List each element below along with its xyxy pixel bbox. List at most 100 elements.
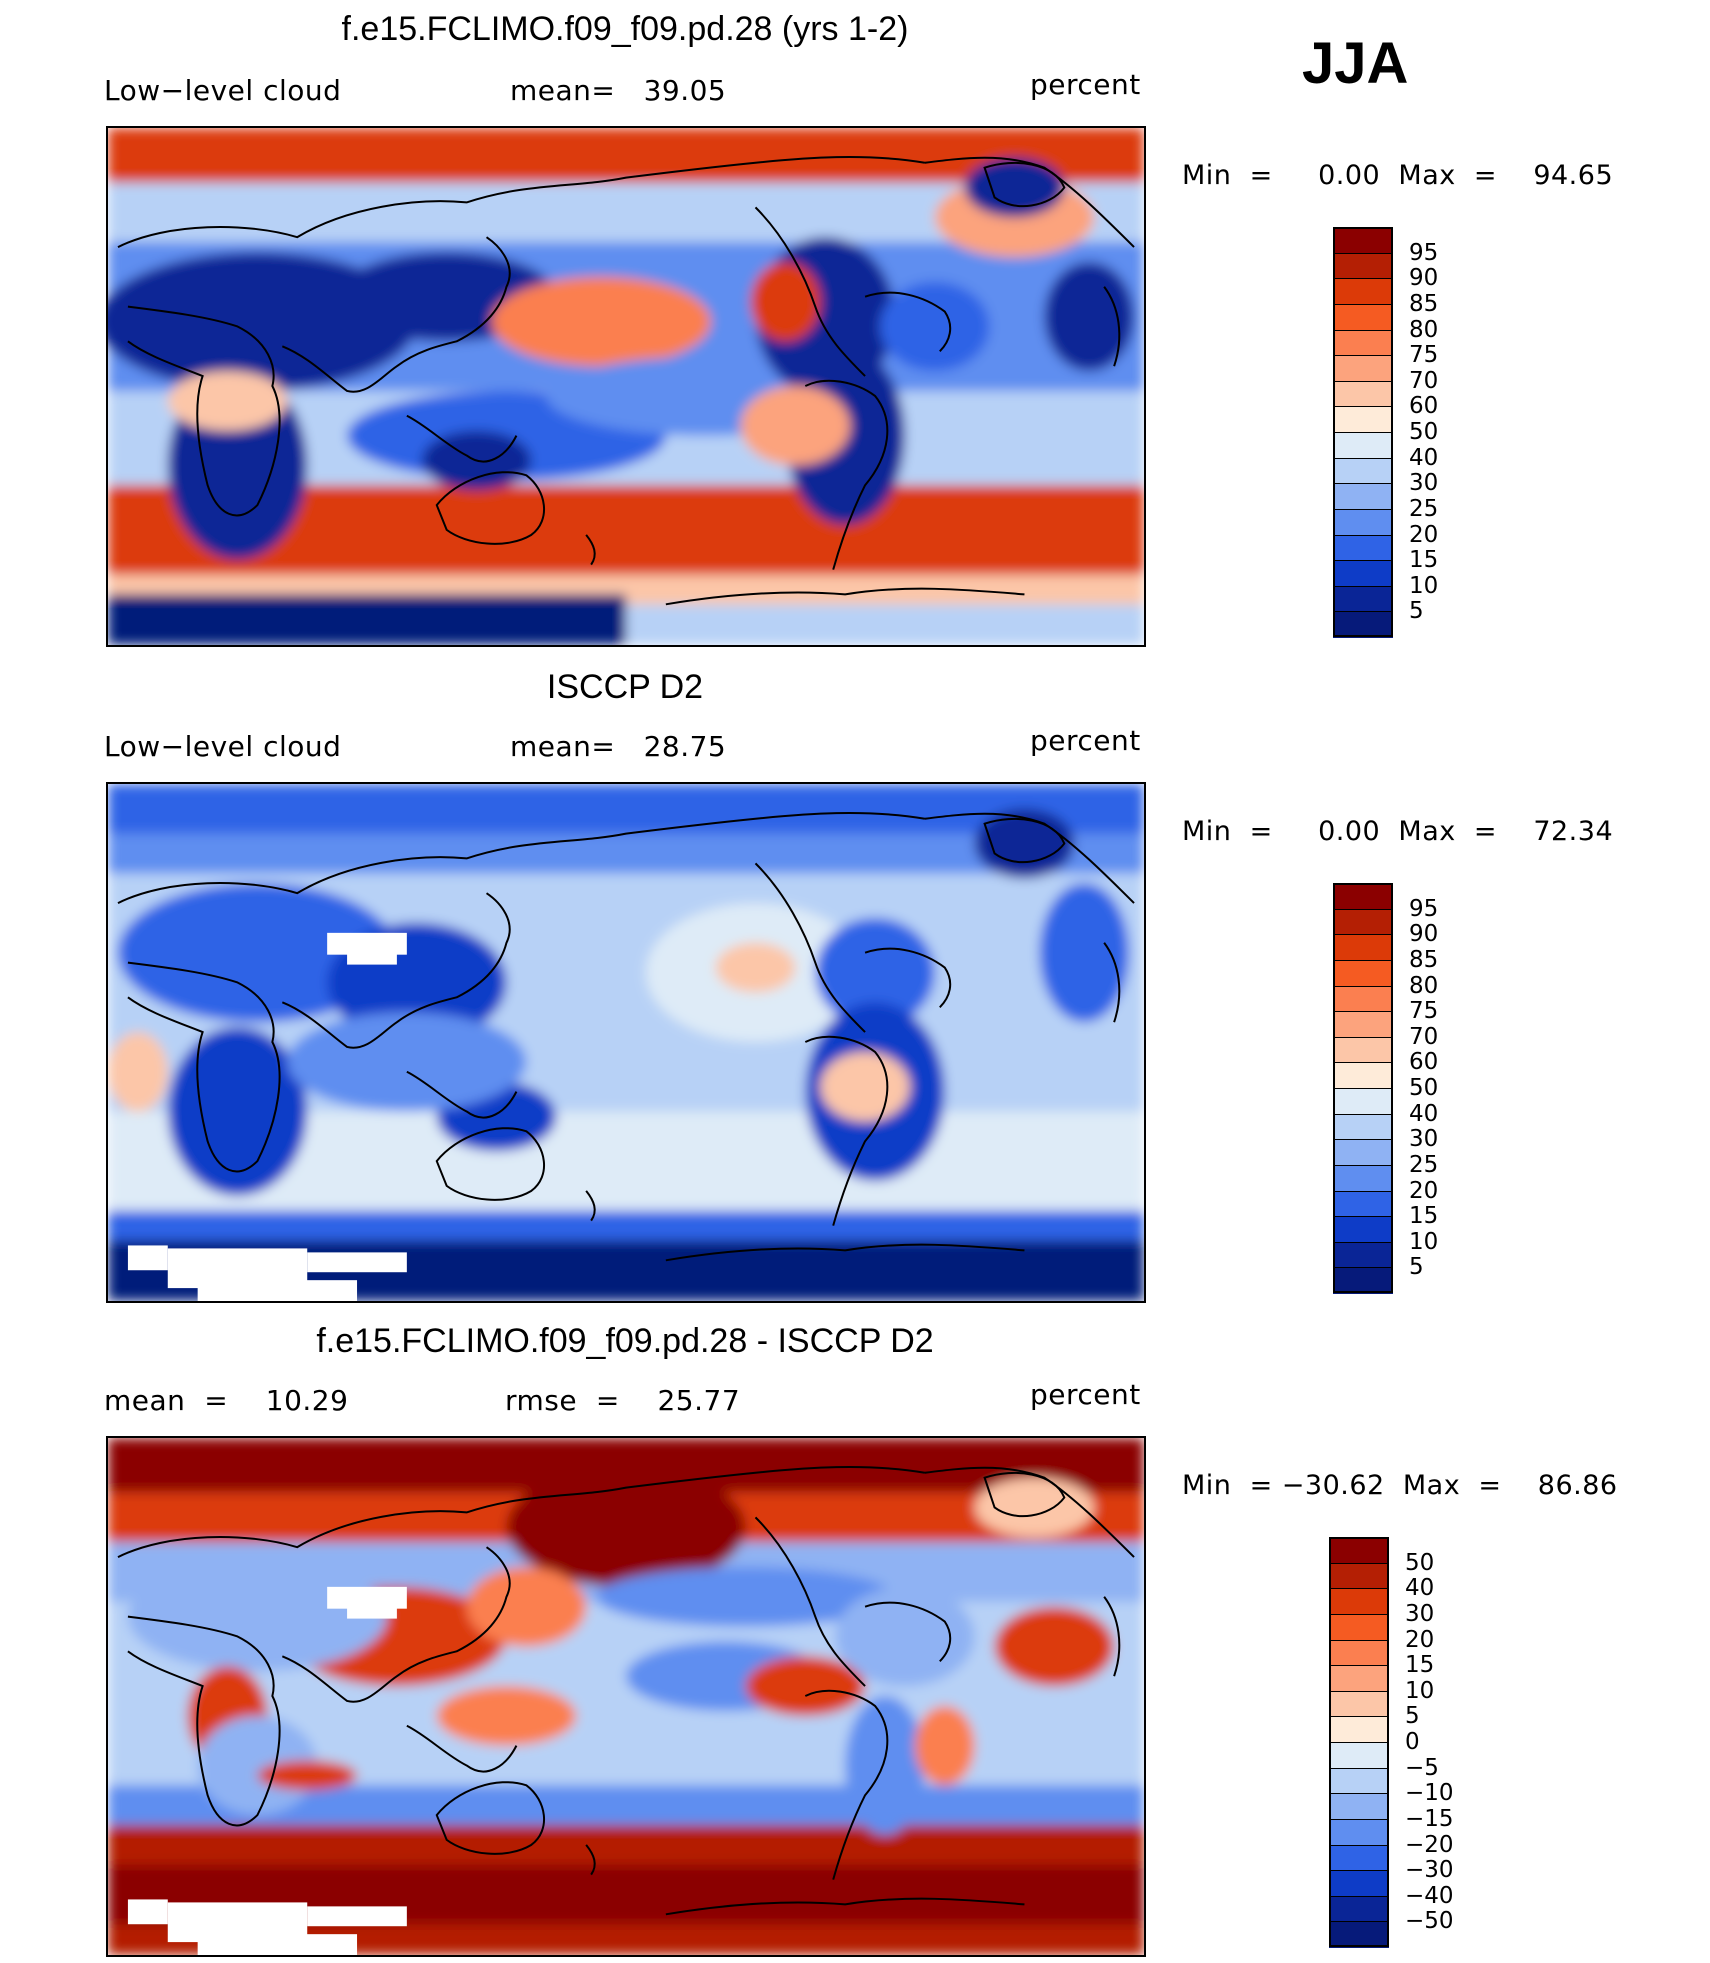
panel-3-minmax: Min = −30.62 Max = 86.86 [1182, 1470, 1618, 1501]
panel-2-variable: Low−level cloud [104, 730, 342, 763]
colorbar-swatch [1333, 329, 1393, 356]
colorbar-swatch [1329, 1613, 1389, 1640]
colorbar-tick-label: 95 [1409, 895, 1439, 922]
panel-1-field [108, 128, 1144, 645]
colorbar-swatch [1333, 278, 1393, 305]
colorbar-tick-label: 5 [1409, 598, 1424, 625]
colorbar-tick-label: 90 [1409, 921, 1439, 948]
colorbar-swatch [1329, 1537, 1389, 1564]
colorbar-swatch [1333, 1267, 1393, 1294]
colorbar-swatch [1333, 560, 1393, 587]
colorbar-swatch [1333, 883, 1393, 910]
colorbar-tick-label: 60 [1409, 1049, 1439, 1076]
colorbar-tick-label: 10 [1405, 1677, 1435, 1704]
colorbar-tick-label: 15 [1409, 547, 1439, 574]
colorbar-tick-label: 95 [1409, 239, 1439, 266]
colorbar-swatch [1333, 959, 1393, 986]
season-label: JJA [1302, 31, 1409, 96]
colorbar-swatch [1333, 611, 1393, 638]
colorbar-swatch [1329, 1895, 1389, 1922]
colorbar-tick-label: 30 [1409, 1126, 1439, 1153]
panel-1-coastlines [117, 156, 1135, 606]
colorbar-tick-label: −30 [1405, 1857, 1454, 1884]
colorbar-tick-label: 70 [1409, 367, 1439, 394]
panel-1-title: f.e15.FCLIMO.f09_f09.pd.28 (yrs 1-2) [341, 10, 909, 48]
colorbar-swatch [1333, 1164, 1393, 1191]
colorbar-swatch [1333, 934, 1393, 961]
colorbar-swatch [1333, 985, 1393, 1012]
panel-3-map [106, 1436, 1146, 1957]
colorbar-swatch [1333, 432, 1393, 459]
panel-3-title: f.e15.FCLIMO.f09_f09.pd.28 - ISCCP D2 [316, 1322, 934, 1360]
colorbar-tick-label: 15 [1409, 1203, 1439, 1230]
panel-2-map-svg [108, 784, 1144, 1301]
colorbar-swatch [1329, 1767, 1389, 1794]
colorbar-frame [1333, 227, 1393, 637]
colorbar-swatch [1329, 1562, 1389, 1589]
colorbar-swatch [1333, 1216, 1393, 1243]
panel-2-field [108, 784, 1144, 1301]
colorbar-swatch [1329, 1844, 1389, 1871]
colorbar-frame [1333, 883, 1393, 1293]
colorbar-tick-label: 40 [1409, 1100, 1439, 1127]
colorbar-tick-label: 80 [1409, 972, 1439, 999]
colorbar-swatch [1333, 508, 1393, 535]
colorbar-swatch [1333, 1036, 1393, 1063]
colorbar-swatch [1333, 1190, 1393, 1217]
colorbar-swatch [1333, 585, 1393, 612]
colorbar-swatch [1333, 483, 1393, 510]
colorbar-tick-label: 85 [1409, 290, 1439, 317]
colorbar-tick-label: 80 [1409, 316, 1439, 343]
colorbar-tick-label: −40 [1405, 1882, 1454, 1909]
colorbar-tick-label: 50 [1405, 1549, 1435, 1576]
panel-1-colorbar: 95 90 85 80 75 70 60 50 40 30 25 20 15 10 5 [1333, 227, 1453, 638]
colorbar-tick-label: −50 [1405, 1908, 1454, 1935]
colorbar-swatch [1333, 1011, 1393, 1038]
colorbar-tick-label: −15 [1405, 1805, 1454, 1832]
colorbar-swatch [1333, 1088, 1393, 1115]
colorbar-swatch [1329, 1793, 1389, 1820]
colorbar-swatch [1333, 1062, 1393, 1089]
colorbar-swatch [1333, 534, 1393, 561]
colorbar-swatch [1329, 1716, 1389, 1743]
panel-3-field [108, 1438, 1144, 1955]
colorbar-tick-label: 5 [1405, 1703, 1420, 1730]
colorbar-swatch [1333, 227, 1393, 254]
colorbar-swatch [1333, 908, 1393, 935]
panel-1-variable: Low−level cloud [104, 74, 342, 107]
panel-1-map [106, 126, 1146, 647]
colorbar-swatch [1329, 1665, 1389, 1692]
colorbar-swatch [1333, 355, 1393, 382]
colorbar-tick-label: 20 [1405, 1626, 1435, 1653]
colorbar-tick-label: 30 [1405, 1600, 1435, 1627]
panel-2-map [106, 782, 1146, 1303]
colorbar-swatch [1333, 457, 1393, 484]
panel-3-units: percent [1030, 1378, 1141, 1411]
panel-2-coastlines [117, 812, 1135, 1262]
colorbar-swatch [1333, 1139, 1393, 1166]
colorbar-swatch [1329, 1818, 1389, 1845]
panel-2-colorbar: 95 90 85 80 75 70 60 50 40 30 25 20 15 10 5 [1333, 883, 1453, 1294]
colorbar-swatch [1333, 1113, 1393, 1140]
panel-1-units: percent [1030, 68, 1141, 101]
panel-1-minmax: Min = 0.00 Max = 94.65 [1182, 160, 1614, 191]
panel-2-minmax: Min = 0.00 Max = 72.34 [1182, 816, 1614, 847]
colorbar-tick-label: 75 [1409, 342, 1439, 369]
colorbar-tick-label: 50 [1409, 1075, 1439, 1101]
colorbar-tick-label: 50 [1409, 419, 1439, 445]
colorbar-swatch [1333, 380, 1393, 407]
colorbar-tick-label: 85 [1409, 946, 1439, 973]
colorbar-tick-label: −5 [1405, 1754, 1439, 1781]
panel-1-map-svg [108, 128, 1144, 645]
colorbar-swatch [1329, 1690, 1389, 1717]
panel-3-colorbar: 50 40 30 20 15 10 5 0 −5 −10 −15 −20 −30 −40 −50 [1329, 1537, 1454, 1948]
panel-2-mean: mean= 28.75 [510, 730, 727, 763]
colorbar-swatch [1329, 1588, 1389, 1615]
colorbar-tick-label: 90 [1409, 265, 1439, 292]
colorbar-swatch [1329, 1870, 1389, 1897]
colorbar-swatch [1333, 1241, 1393, 1268]
colorbar-swatch [1329, 1742, 1389, 1769]
colorbar-tick-label: 10 [1409, 572, 1439, 599]
colorbar-swatch [1333, 252, 1393, 279]
colorbar-tick-label: 20 [1409, 1177, 1439, 1204]
